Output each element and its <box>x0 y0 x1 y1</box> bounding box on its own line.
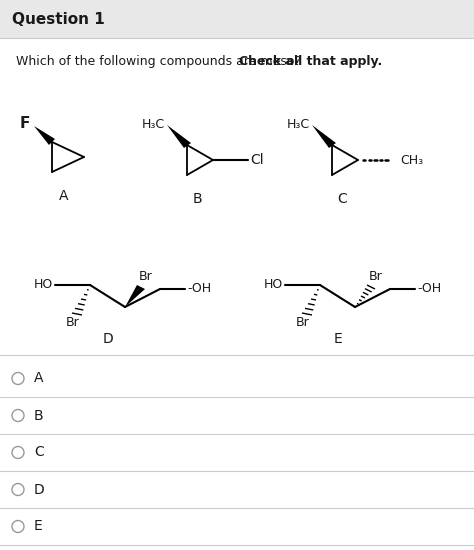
Polygon shape <box>125 285 145 307</box>
Text: E: E <box>34 520 43 534</box>
Text: A: A <box>34 371 44 386</box>
Text: Br: Br <box>139 271 153 283</box>
Polygon shape <box>312 125 336 148</box>
Text: H₃C: H₃C <box>142 118 165 130</box>
Circle shape <box>12 410 24 421</box>
Circle shape <box>12 447 24 459</box>
Text: B: B <box>34 409 44 422</box>
Text: B: B <box>192 192 202 206</box>
Text: Which of the following compounds are meso?: Which of the following compounds are mes… <box>16 56 305 69</box>
Text: CH₃: CH₃ <box>400 153 423 167</box>
Text: H₃C: H₃C <box>287 118 310 130</box>
Text: Br: Br <box>369 271 383 283</box>
Text: HO: HO <box>34 278 53 292</box>
Text: C: C <box>34 446 44 459</box>
Text: Cl: Cl <box>250 153 264 167</box>
Text: -OH: -OH <box>187 283 211 295</box>
Text: HO: HO <box>264 278 283 292</box>
Text: E: E <box>334 332 342 346</box>
Polygon shape <box>34 126 55 145</box>
Text: -OH: -OH <box>417 283 441 295</box>
Circle shape <box>12 520 24 532</box>
Text: Br: Br <box>66 316 80 329</box>
Bar <box>0 0 474 38</box>
Circle shape <box>12 372 24 384</box>
Text: C: C <box>337 192 347 206</box>
Circle shape <box>12 483 24 496</box>
Text: Br: Br <box>296 316 310 329</box>
Text: Question 1: Question 1 <box>12 12 105 26</box>
Text: D: D <box>103 332 113 346</box>
Text: A: A <box>59 189 69 203</box>
Text: Check all that apply.: Check all that apply. <box>239 56 382 69</box>
Text: F: F <box>19 117 30 131</box>
Polygon shape <box>167 125 191 148</box>
Text: D: D <box>34 482 45 497</box>
